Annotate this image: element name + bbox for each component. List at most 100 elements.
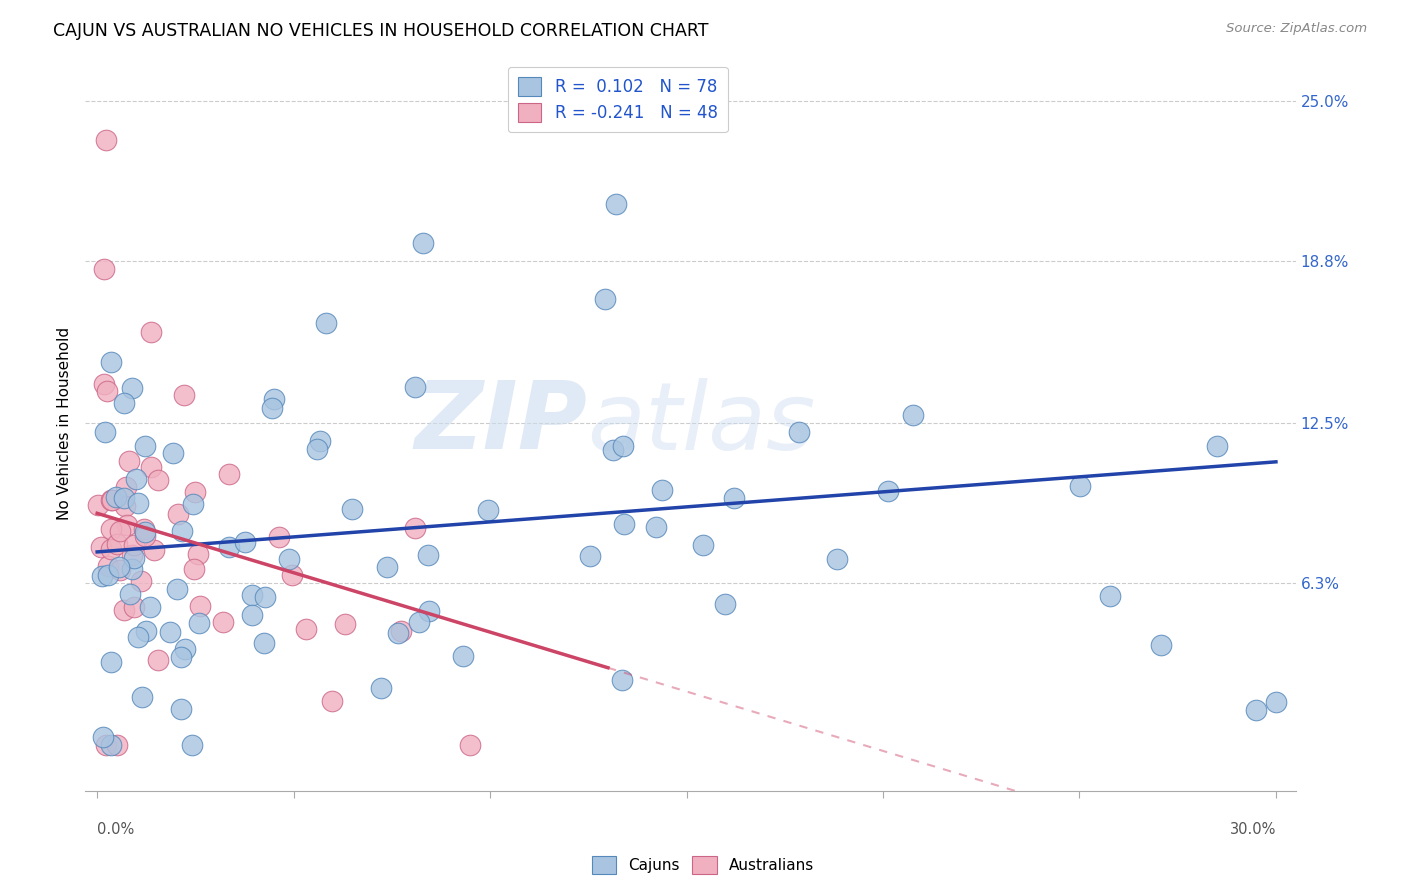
Point xyxy=(389,624,412,639)
Point xyxy=(408,615,430,629)
Point xyxy=(387,626,409,640)
Point xyxy=(108,560,131,574)
Point xyxy=(162,446,184,460)
Point xyxy=(579,549,602,563)
Point xyxy=(174,642,197,657)
Point xyxy=(370,681,392,695)
Point xyxy=(134,529,156,543)
Point xyxy=(131,574,153,589)
Point xyxy=(340,502,363,516)
Legend: Cajuns, Australians: Cajuns, Australians xyxy=(586,850,820,880)
Point xyxy=(218,540,240,554)
Point xyxy=(100,522,122,536)
Point xyxy=(90,569,112,583)
Point xyxy=(146,653,169,667)
Point xyxy=(97,568,120,582)
Point xyxy=(139,600,162,615)
Point xyxy=(127,630,149,644)
Point xyxy=(121,562,143,576)
Point xyxy=(110,563,132,577)
Point xyxy=(404,380,426,394)
Point xyxy=(418,604,440,618)
Text: 0.0%: 0.0% xyxy=(97,822,135,837)
Point xyxy=(651,483,673,497)
Point xyxy=(121,381,143,395)
Point xyxy=(105,491,128,505)
Point xyxy=(100,354,122,368)
Point xyxy=(181,497,204,511)
Point xyxy=(170,524,193,539)
Point xyxy=(166,582,188,596)
Point xyxy=(242,608,264,623)
Point xyxy=(170,650,193,665)
Point xyxy=(118,454,141,468)
Point xyxy=(100,738,122,752)
Point xyxy=(233,535,256,549)
Point xyxy=(114,480,136,494)
Point xyxy=(321,694,343,708)
Point xyxy=(612,438,634,452)
Point xyxy=(112,491,135,506)
Point xyxy=(416,548,439,562)
Point xyxy=(146,473,169,487)
Point xyxy=(93,261,115,276)
Point xyxy=(787,425,810,439)
Point xyxy=(1099,589,1122,603)
Point xyxy=(1264,695,1286,709)
Point xyxy=(122,550,145,565)
Point xyxy=(187,616,209,631)
Point xyxy=(267,531,290,545)
Point xyxy=(100,656,122,670)
Point xyxy=(134,439,156,453)
Point xyxy=(240,588,263,602)
Point xyxy=(263,392,285,406)
Point xyxy=(127,496,149,510)
Point xyxy=(593,292,616,306)
Point xyxy=(121,548,143,562)
Point xyxy=(94,425,117,439)
Point xyxy=(309,434,332,449)
Point xyxy=(254,590,277,604)
Point xyxy=(613,516,636,531)
Point xyxy=(122,600,145,615)
Point xyxy=(605,197,627,211)
Point xyxy=(713,598,735,612)
Point xyxy=(91,731,114,745)
Text: Source: ZipAtlas.com: Source: ZipAtlas.com xyxy=(1226,22,1367,36)
Point xyxy=(692,538,714,552)
Point xyxy=(120,587,142,601)
Point xyxy=(93,376,115,391)
Point xyxy=(451,648,474,663)
Point xyxy=(105,537,128,551)
Point xyxy=(460,738,482,752)
Point xyxy=(125,472,148,486)
Point xyxy=(825,552,848,566)
Point xyxy=(96,384,118,398)
Point xyxy=(277,552,299,566)
Point xyxy=(131,690,153,705)
Point xyxy=(307,442,329,456)
Point xyxy=(159,625,181,640)
Point xyxy=(333,617,356,632)
Text: CAJUN VS AUSTRALIAN NO VEHICLES IN HOUSEHOLD CORRELATION CHART: CAJUN VS AUSTRALIAN NO VEHICLES IN HOUSE… xyxy=(53,22,709,40)
Point xyxy=(97,559,120,574)
Point xyxy=(188,599,211,613)
Point xyxy=(96,133,118,147)
Point xyxy=(115,518,138,533)
Point xyxy=(100,542,122,557)
Point xyxy=(173,388,195,402)
Point xyxy=(1206,439,1229,453)
Point xyxy=(184,485,207,500)
Point xyxy=(167,507,190,521)
Point xyxy=(139,325,162,339)
Point xyxy=(315,316,337,330)
Point xyxy=(610,673,633,688)
Point xyxy=(644,520,666,534)
Point xyxy=(1150,638,1173,652)
Point xyxy=(181,738,204,752)
Point xyxy=(723,491,745,505)
Point xyxy=(877,483,900,498)
Point xyxy=(218,467,240,482)
Point xyxy=(281,567,304,582)
Point xyxy=(122,538,145,552)
